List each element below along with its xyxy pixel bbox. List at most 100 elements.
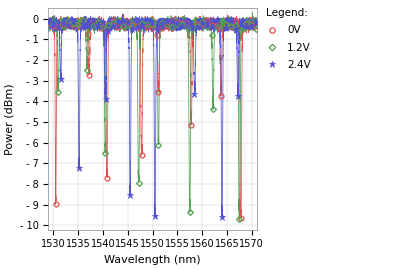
- 2.4V: [110, 25, 115, 28]
- 1.2V: [239, 29, 244, 32]
- 2.4V: [115, 20, 120, 24]
- 0V: [71, 23, 76, 26]
- 0V: [90, 20, 95, 23]
- 0V: [244, 23, 249, 26]
- 0V: [254, 24, 258, 28]
- 2.4V: [194, 25, 199, 29]
- 2.4V: [170, 20, 174, 23]
- 0V: [209, 23, 214, 26]
- 2.4V: [58, 77, 63, 81]
- 2.4V: [100, 21, 105, 24]
- 2.4V: [244, 24, 249, 27]
- 1.2V: [90, 25, 95, 28]
- 0V: [194, 22, 199, 26]
- 2.4V: [51, 21, 56, 24]
- 0V: [175, 21, 180, 24]
- 0V: [46, 21, 51, 24]
- 2.4V: [66, 24, 70, 27]
- 2.4V: [56, 25, 61, 28]
- 1.2V: [156, 143, 161, 147]
- 0V: [145, 26, 150, 29]
- 1.2V: [76, 22, 80, 26]
- 0V: [76, 23, 80, 26]
- 0V: [184, 22, 189, 25]
- 0V: [150, 26, 155, 30]
- 1.2V: [136, 181, 141, 184]
- 1.2V: [140, 21, 145, 24]
- 0V: [86, 32, 90, 36]
- 0V: [51, 24, 56, 27]
- 0V: [229, 26, 234, 29]
- 1.2V: [110, 21, 115, 24]
- 1.2V: [84, 68, 89, 72]
- 2.4V: [236, 94, 240, 97]
- 1.2V: [180, 22, 184, 26]
- 1.2V: [150, 24, 155, 27]
- 2.4V: [204, 23, 209, 26]
- 2.4V: [199, 22, 204, 25]
- 2.4V: [86, 22, 90, 25]
- 2.4V: [214, 19, 219, 22]
- 0V: [130, 23, 135, 26]
- 2.4V: [145, 17, 150, 21]
- 2.4V: [160, 22, 164, 25]
- 0V: [87, 74, 92, 77]
- 2.4V: [150, 20, 155, 23]
- Line: 1.2V: 1.2V: [46, 18, 258, 221]
- 2.4V: [140, 23, 145, 26]
- 1.2V: [209, 33, 214, 37]
- X-axis label: Wavelength (nm): Wavelength (nm): [104, 255, 201, 265]
- 2.4V: [254, 21, 258, 24]
- Line: 0V: 0V: [46, 17, 259, 221]
- 1.2V: [249, 19, 254, 23]
- 1.2V: [66, 20, 70, 23]
- 0V: [61, 22, 66, 25]
- 2.4V: [209, 25, 214, 29]
- 2.4V: [71, 19, 76, 22]
- 2.4V: [180, 25, 184, 28]
- 2.4V: [190, 26, 194, 29]
- 1.2V: [211, 108, 216, 111]
- 0V: [56, 25, 61, 28]
- 1.2V: [254, 27, 258, 30]
- 2.4V: [96, 24, 100, 27]
- 2.4V: [135, 25, 140, 29]
- 1.2V: [165, 22, 170, 26]
- 2.4V: [229, 17, 234, 20]
- 2.4V: [46, 20, 51, 23]
- 0V: [139, 154, 144, 157]
- 0V: [105, 176, 110, 179]
- 0V: [156, 90, 161, 93]
- 1.2V: [190, 28, 194, 31]
- 2.4V: [128, 193, 132, 197]
- 1.2V: [120, 24, 125, 28]
- 1.2V: [214, 25, 219, 29]
- 2.4V: [105, 29, 110, 33]
- 1.2V: [51, 21, 56, 24]
- 1.2V: [229, 24, 234, 28]
- 0V: [249, 22, 254, 25]
- 0V: [110, 20, 115, 23]
- 1.2V: [219, 19, 224, 22]
- 0V: [100, 22, 105, 25]
- 0V: [224, 24, 229, 27]
- 2.4V: [80, 22, 85, 25]
- 0V: [165, 25, 170, 28]
- 2.4V: [90, 19, 95, 22]
- 2.4V: [249, 25, 254, 28]
- 1.2V: [56, 90, 60, 93]
- 1.2V: [61, 24, 66, 27]
- 1.2V: [204, 24, 209, 27]
- 1.2V: [71, 22, 76, 25]
- 2.4V: [192, 92, 197, 95]
- 0V: [96, 20, 100, 24]
- 1.2V: [125, 23, 130, 27]
- 2.4V: [234, 27, 239, 30]
- 1.2V: [234, 23, 239, 26]
- 0V: [189, 123, 194, 126]
- 1.2V: [100, 25, 105, 28]
- 0V: [214, 23, 219, 26]
- 0V: [135, 24, 140, 27]
- 2.4V: [220, 215, 224, 218]
- 2.4V: [239, 21, 244, 24]
